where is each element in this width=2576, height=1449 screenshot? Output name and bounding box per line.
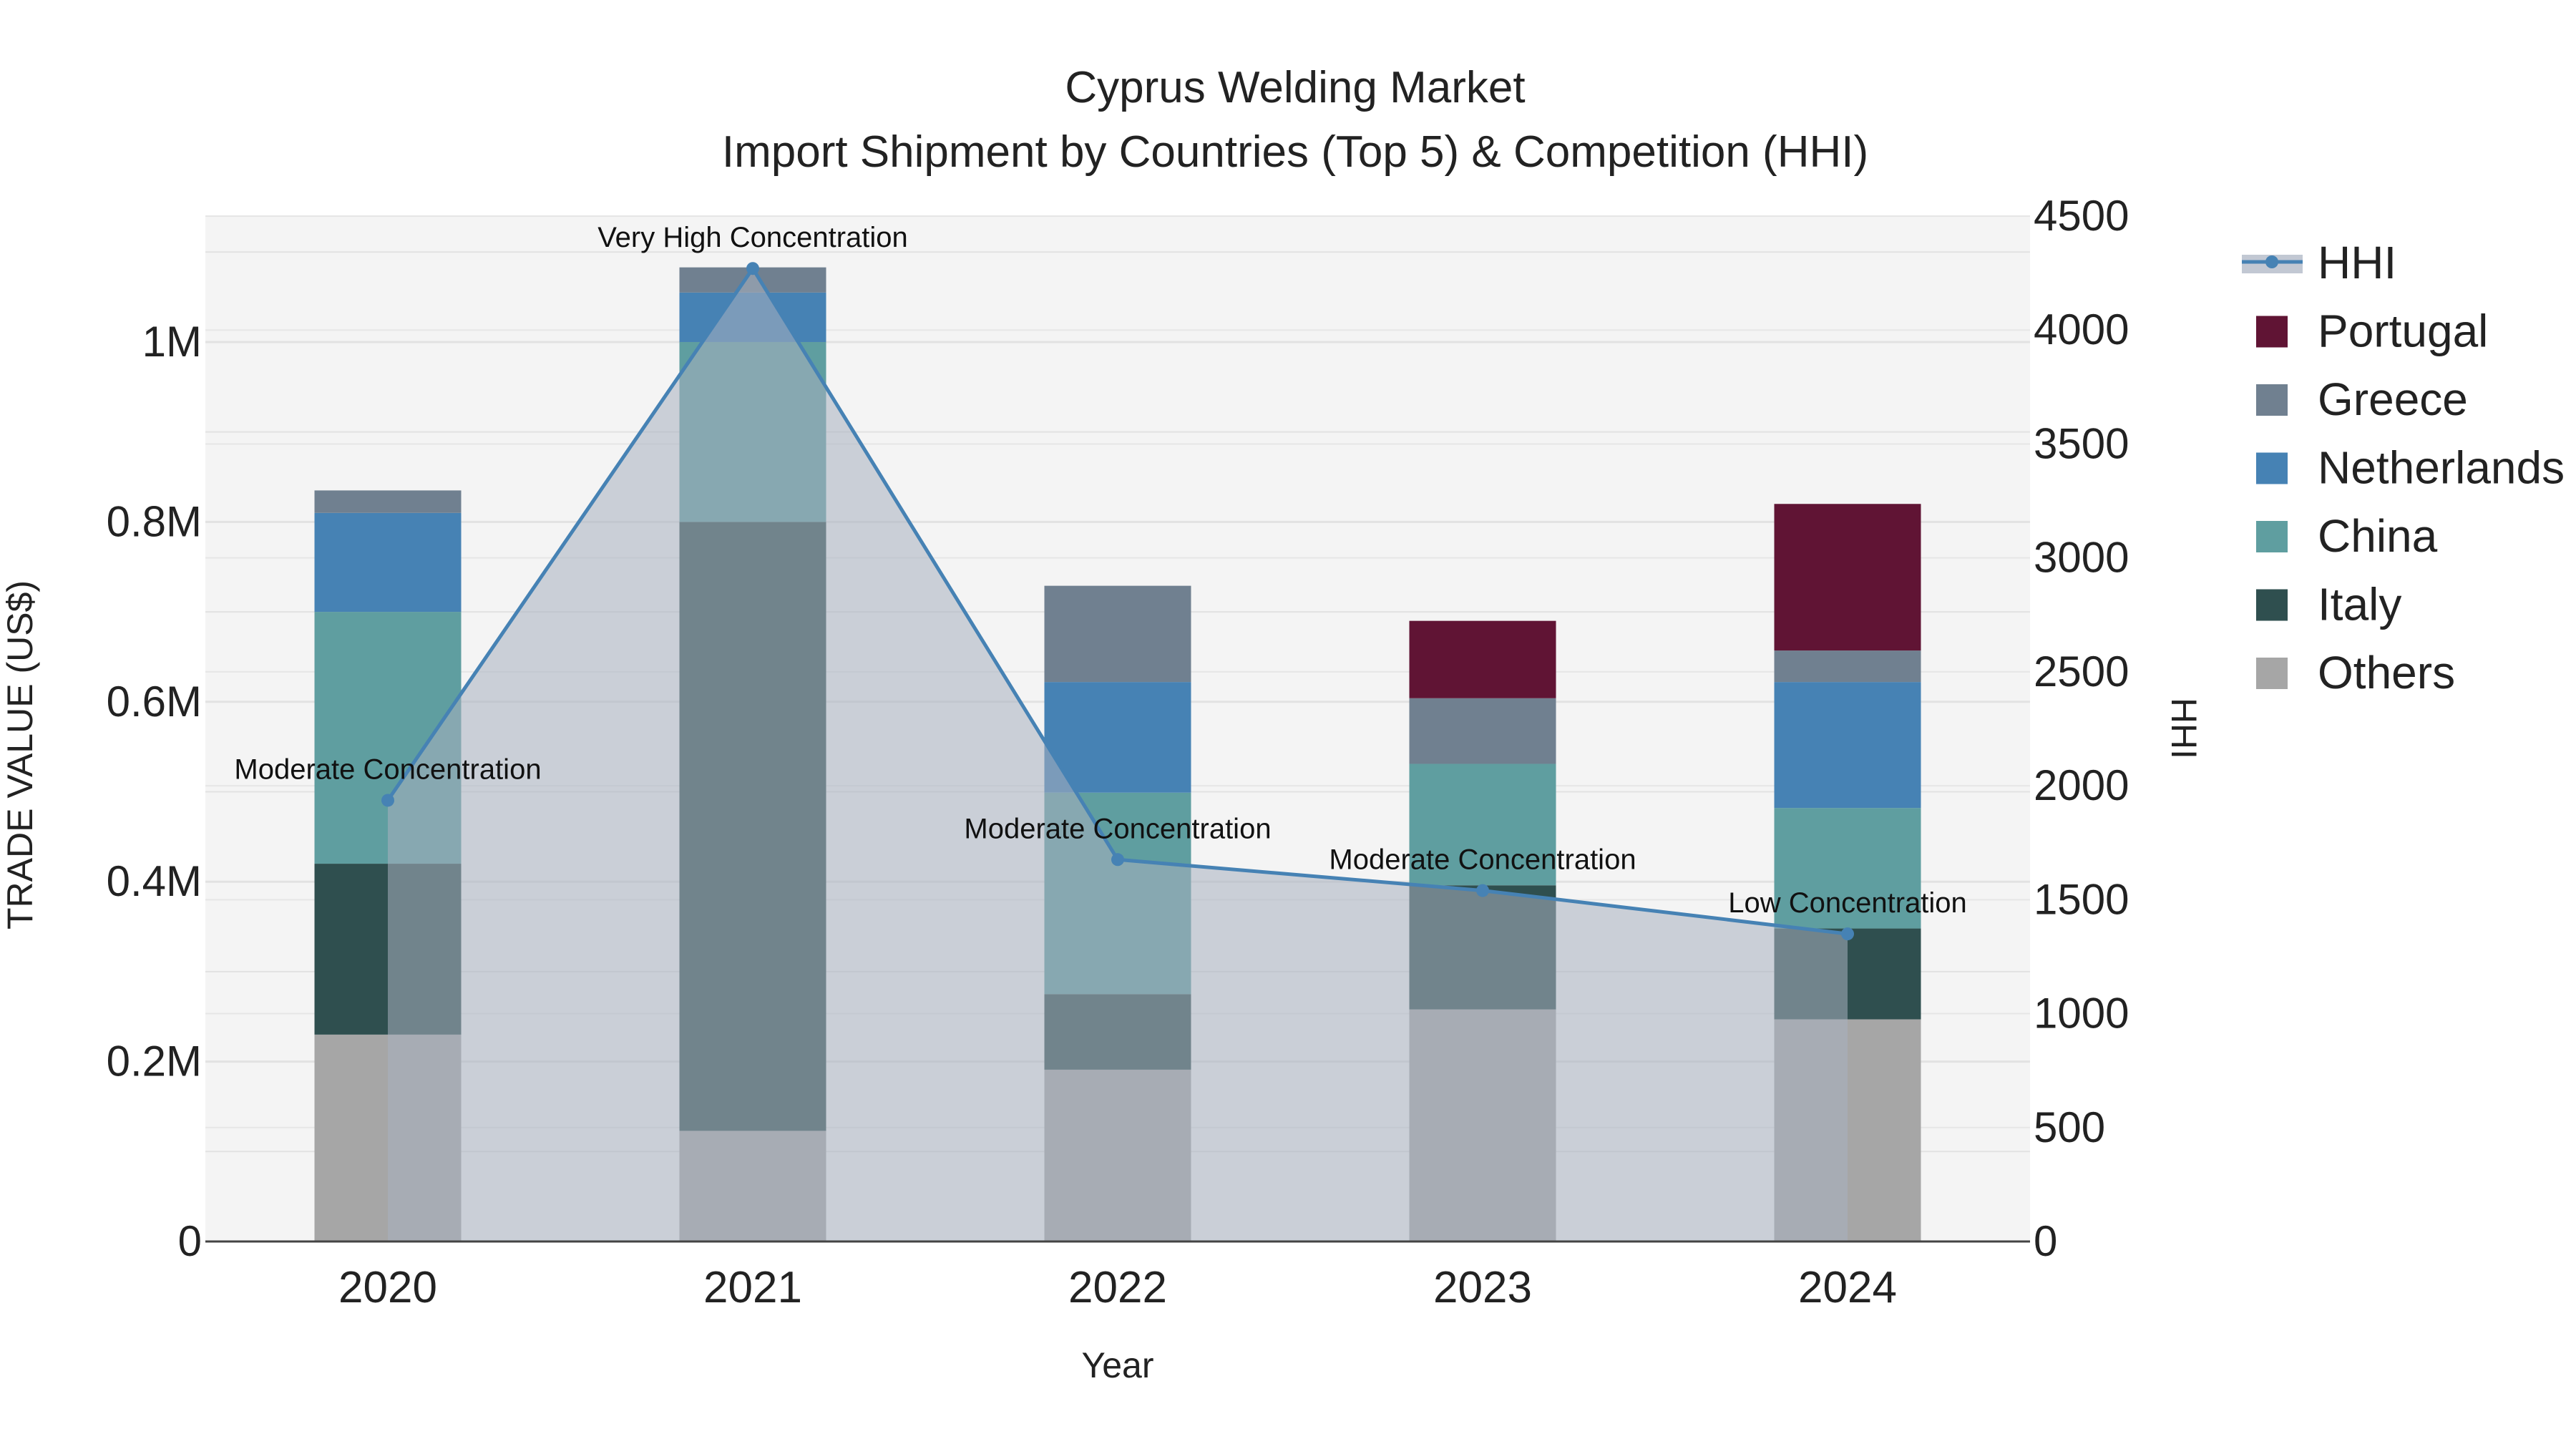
- y-tick-label: 0: [178, 1217, 202, 1265]
- y-tick-label: 0.2M: [107, 1038, 202, 1085]
- y2-tick-label: 3000: [2034, 534, 2129, 582]
- hhi-point-2024: [1841, 927, 1854, 941]
- legend: HHI Portugal Greece Netherlands China Italy Ot…: [2242, 237, 2565, 698]
- legend-item-netherlands[interactable]: Netherlands: [2256, 442, 2565, 494]
- bar-netherlands-2024: [1774, 682, 1921, 809]
- hhi-point-2022: [1111, 853, 1124, 867]
- bar-greece-2020: [314, 490, 462, 513]
- legend-label-china: China: [2318, 510, 2438, 562]
- y-tick-label: 1M: [142, 318, 202, 366]
- chart-title: Cyprus Welding Market: [1065, 63, 1525, 112]
- y-axis-ticks: 0 0.2M 0.4M 0.6M 0.8M 1M: [107, 318, 202, 1265]
- legend-swatch-portugal: [2256, 316, 2288, 348]
- bar-netherlands-2022: [1044, 682, 1191, 793]
- y-tick-label: 0.8M: [107, 497, 202, 545]
- y2-tick-label: 2000: [2034, 761, 2129, 809]
- x-tick-label-2020: 2020: [338, 1263, 437, 1312]
- bar-netherlands-2020: [314, 512, 462, 613]
- hhi-point-2021: [746, 262, 759, 275]
- hhi-line: [381, 262, 1854, 941]
- legend-item-greece[interactable]: Greece: [2256, 374, 2468, 425]
- bar-china-2023: [1409, 763, 1556, 886]
- hhi-area-fill: [388, 268, 1848, 1242]
- legend-item-hhi[interactable]: HHI: [2242, 237, 2396, 288]
- x-axis-label: Year: [1081, 1345, 1153, 1385]
- hhi-annotation-2020: Moderate Concentration: [234, 753, 541, 785]
- legend-label-others: Others: [2318, 647, 2455, 698]
- legend-label-netherlands: Netherlands: [2318, 442, 2565, 494]
- x-tick-label-2021: 2021: [703, 1263, 802, 1312]
- legend-swatch-hhi-marker: [2265, 255, 2278, 268]
- x-axis-ticks: 2020 2021 2022 2023 2024: [338, 1263, 1897, 1312]
- legend-swatch-italy: [2256, 589, 2288, 621]
- y2-tick-label: 4500: [2034, 192, 2129, 240]
- x-tick-label-2022: 2022: [1068, 1263, 1167, 1312]
- y2-tick-label: 1500: [2034, 875, 2129, 923]
- hhi-point-2023: [1476, 884, 1489, 897]
- legend-label-italy: Italy: [2318, 579, 2401, 630]
- legend-swatch-others: [2256, 658, 2288, 689]
- legend-swatch-greece: [2256, 384, 2288, 416]
- bar-greece-2023: [1409, 698, 1556, 764]
- legend-item-others[interactable]: Others: [2256, 647, 2455, 698]
- legend-swatch-netherlands: [2256, 452, 2288, 484]
- y2-axis-ticks: 0 500 1000 1500 2000 2500 3000 3500 4000 4500: [2034, 192, 2129, 1265]
- y2-tick-label: 0: [2034, 1217, 2057, 1265]
- hhi-annotation-2021: Very High Concentration: [597, 222, 908, 253]
- legend-label-hhi: HHI: [2318, 237, 2396, 288]
- legend-label-portugal: Portugal: [2318, 306, 2488, 357]
- y2-tick-label: 4000: [2034, 306, 2129, 353]
- y2-tick-label: 1000: [2034, 990, 2129, 1038]
- bar-china-2024: [1774, 808, 1921, 929]
- x-tick-label-2023: 2023: [1433, 1263, 1532, 1312]
- bar-greece-2024: [1774, 650, 1921, 683]
- y2-axis-label: HHI: [2164, 698, 2204, 759]
- chart-subtitle: Import Shipment by Countries (Top 5) & C…: [722, 127, 1868, 177]
- y2-tick-label: 2500: [2034, 648, 2129, 696]
- legend-swatch-china: [2256, 521, 2288, 552]
- legend-label-greece: Greece: [2318, 374, 2468, 425]
- bar-portugal-2024: [1774, 504, 1921, 651]
- y-tick-label: 0.6M: [107, 678, 202, 726]
- legend-item-portugal[interactable]: Portugal: [2256, 306, 2488, 357]
- hhi-area: [388, 268, 1848, 1242]
- y2-tick-label: 500: [2034, 1103, 2105, 1151]
- legend-item-italy[interactable]: Italy: [2256, 579, 2401, 630]
- bar-greece-2022: [1044, 585, 1191, 683]
- y-axis-label: TRADE VALUE (US$): [0, 580, 40, 930]
- hhi-point-2020: [381, 794, 394, 807]
- y2-tick-label: 3500: [2034, 419, 2129, 467]
- hhi-annotations: Moderate Concentration Very High Concentr…: [234, 222, 1966, 919]
- hhi-annotation-2024: Low Concentration: [1728, 887, 1967, 919]
- hhi-annotation-2023: Moderate Concentration: [1329, 844, 1636, 876]
- x-tick-label-2024: 2024: [1798, 1263, 1897, 1312]
- legend-item-china[interactable]: China: [2256, 510, 2438, 562]
- y-tick-label: 0.4M: [107, 857, 202, 905]
- hhi-annotation-2022: Moderate Concentration: [964, 813, 1271, 844]
- bar-portugal-2023: [1409, 620, 1556, 698]
